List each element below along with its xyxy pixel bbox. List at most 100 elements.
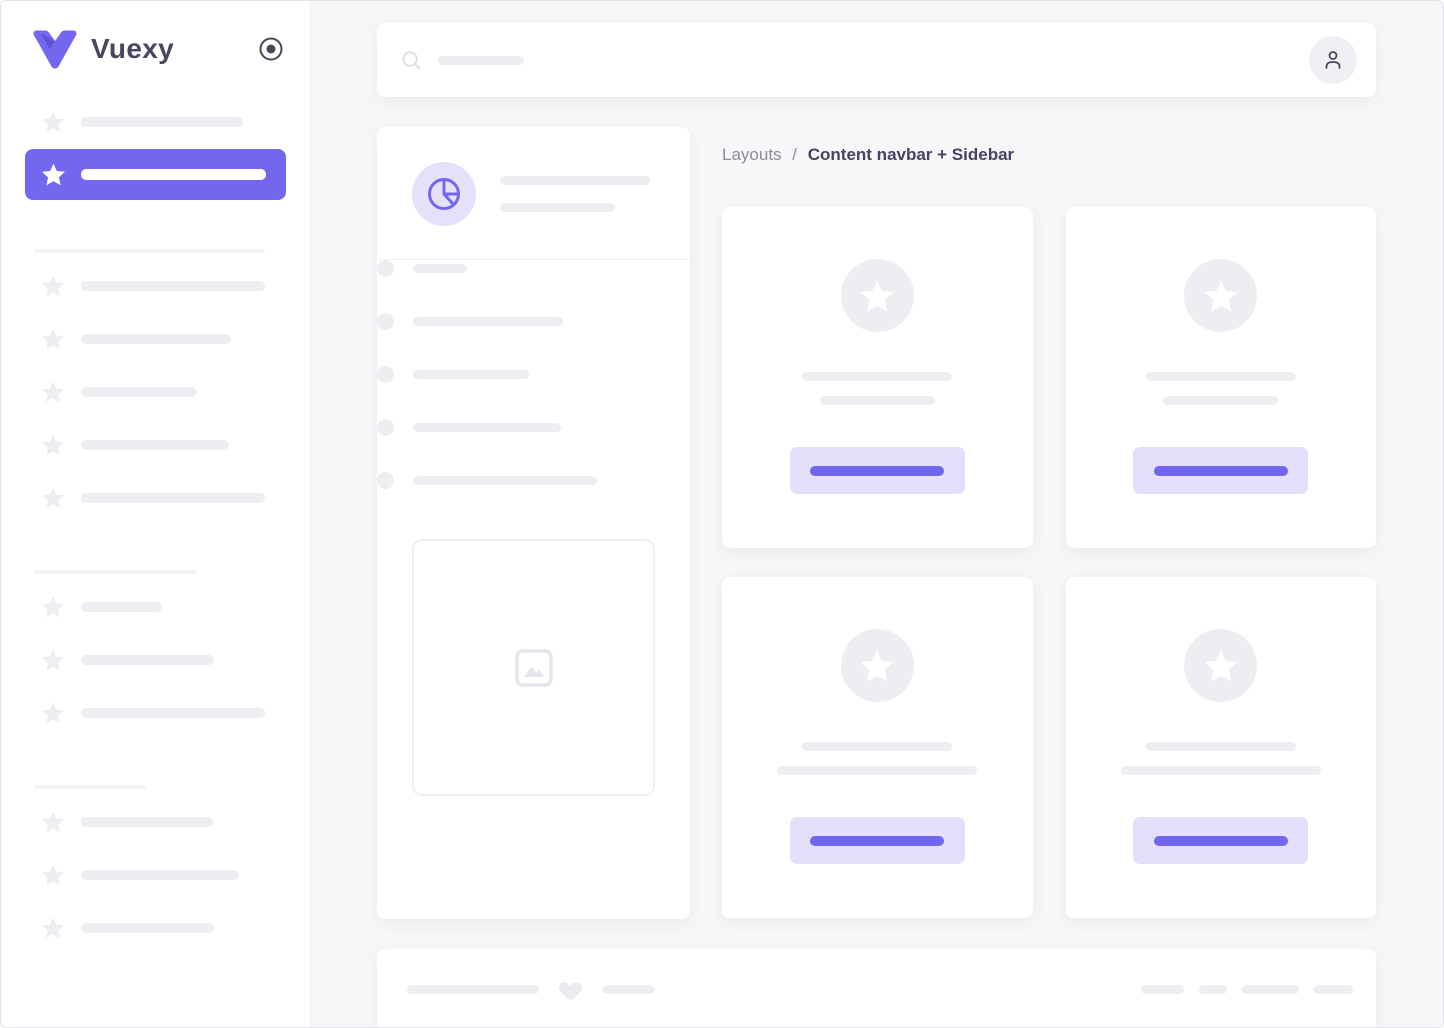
list-bullet-dot: [377, 260, 394, 277]
star-icon: [42, 275, 64, 297]
sidebar-menu-item[interactable]: [41, 863, 310, 887]
menu-label-skeleton: [81, 655, 214, 665]
card-action-button[interactable]: [789, 817, 965, 864]
card-subtitle-skeleton: [1120, 766, 1321, 775]
content-card-card-3: [722, 577, 1033, 918]
sidebar-menu-item[interactable]: [41, 380, 310, 404]
sidebar-menu-item[interactable]: [41, 486, 310, 510]
button-label-skeleton: [810, 835, 945, 846]
sidebar-menu-item[interactable]: [41, 274, 310, 298]
footer-left: [407, 977, 654, 1002]
card-badge-circle: [840, 259, 914, 332]
menu-label-skeleton: [81, 117, 243, 127]
star-icon: [860, 649, 894, 682]
cards-grid: [722, 207, 1376, 918]
menu-label-skeleton: [81, 923, 214, 933]
sidebar-menu: [1, 110, 310, 940]
card-badge-circle: [1184, 259, 1258, 332]
sidebar-header: Vuexy: [1, 1, 310, 97]
profile-card: [377, 127, 690, 919]
sidebar-menu-item[interactable]: [41, 648, 310, 672]
sidebar-menu-item[interactable]: [41, 810, 310, 834]
profile-subtitle-skeleton: [500, 203, 615, 212]
sidebar-menu-item[interactable]: [41, 595, 310, 619]
button-label-skeleton: [1153, 835, 1288, 846]
footer-link-skeleton: [1199, 984, 1227, 994]
sidebar-menu-item[interactable]: [41, 433, 310, 457]
footer-link-skeleton: [1141, 984, 1184, 994]
star-icon: [42, 111, 64, 133]
list-bullet-dot: [377, 366, 394, 383]
star-icon: [42, 596, 64, 618]
brand-name: Vuexy: [91, 33, 174, 64]
footer-link-skeleton: [1242, 984, 1299, 994]
breadcrumb-section-link[interactable]: Layouts: [722, 145, 782, 164]
sidebar-section-heading-skeleton: [34, 785, 146, 789]
star-icon: [42, 163, 65, 186]
button-label-skeleton: [1153, 465, 1288, 476]
vuexy-logo-icon: [33, 30, 77, 69]
profile-header-lines: [500, 176, 650, 212]
card-action-button[interactable]: [1133, 817, 1309, 864]
menu-label-skeleton: [81, 440, 229, 450]
profile-title-skeleton: [500, 176, 650, 185]
sidebar-toggle-radio-icon[interactable]: [258, 36, 284, 62]
sidebar-menu-item[interactable]: [41, 701, 310, 725]
list-item-skeleton: [413, 370, 529, 379]
content-row: Layouts / Content navbar + Sidebar: [377, 127, 1376, 919]
list-item: [377, 366, 690, 383]
footer-text-skeleton: [407, 984, 539, 994]
profile-card-header: [377, 127, 690, 226]
star-icon: [860, 279, 894, 312]
star-icon: [42, 381, 64, 403]
image-icon: [514, 648, 553, 687]
menu-label-skeleton: [81, 602, 162, 612]
star-icon: [42, 434, 64, 456]
menu-label-skeleton: [81, 334, 231, 344]
sidebar-section-heading-skeleton: [34, 249, 265, 253]
star-icon: [42, 917, 64, 939]
list-bullet-dot: [377, 472, 394, 489]
search-placeholder-skeleton: [438, 55, 524, 65]
sidebar-menu-item[interactable]: [41, 916, 310, 940]
card-action-button[interactable]: [1133, 447, 1309, 494]
breadcrumb: Layouts / Content navbar + Sidebar: [722, 144, 1376, 166]
person-icon: [1325, 51, 1341, 69]
pie-chart-icon: [428, 178, 460, 210]
list-item: [377, 419, 690, 436]
divider: [377, 259, 690, 260]
profile-list: [377, 260, 690, 489]
card-subtitle-skeleton: [819, 396, 935, 405]
star-icon: [42, 328, 64, 350]
top-navbar: [377, 23, 1376, 97]
star-icon: [42, 864, 64, 886]
card-action-button[interactable]: [789, 447, 965, 494]
sidebar-menu-item[interactable]: [41, 327, 310, 351]
sidebar-menu-item-active[interactable]: [25, 149, 286, 200]
footer-text-skeleton: [603, 984, 654, 994]
card-subtitle-skeleton: [1163, 396, 1279, 405]
heart-icon: [558, 981, 583, 1000]
list-item-skeleton: [413, 317, 563, 326]
content-card-card-2: [1065, 207, 1376, 548]
card-title-skeleton: [802, 372, 953, 381]
main-area: Layouts / Content navbar + Sidebar: [311, 1, 1443, 1027]
brand[interactable]: Vuexy: [32, 29, 174, 69]
list-bullet-dot: [377, 313, 394, 330]
sidebar-menu-item[interactable]: [41, 110, 310, 134]
list-item: [377, 260, 690, 277]
sidebar-section-heading-skeleton: [34, 570, 197, 574]
star-icon: [1204, 649, 1238, 682]
star-icon: [42, 811, 64, 833]
image-placeholder-box: [412, 539, 655, 796]
search-icon: [402, 50, 421, 70]
menu-label-skeleton: [81, 708, 265, 718]
sidebar: Vuexy: [1, 1, 311, 1027]
search-area[interactable]: [400, 49, 524, 72]
menu-label-skeleton: [81, 281, 265, 291]
list-item-skeleton: [413, 423, 561, 432]
user-avatar[interactable]: [1309, 36, 1357, 84]
star-icon: [1204, 279, 1238, 312]
list-bullet-dot: [377, 419, 394, 436]
